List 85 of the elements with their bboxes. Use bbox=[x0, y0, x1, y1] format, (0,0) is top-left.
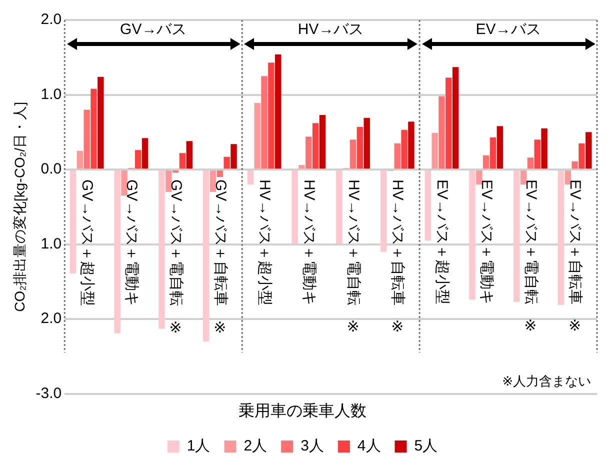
bar bbox=[312, 123, 319, 169]
bar bbox=[490, 137, 496, 169]
bar bbox=[356, 126, 364, 169]
annotation: ※人力含まない bbox=[502, 373, 591, 388]
x-tick-label: HV→バス＋自転車 ※ bbox=[389, 180, 406, 336]
x-tick-label: GV→バス＋電動キ bbox=[123, 180, 140, 306]
legend-label: 1人 bbox=[186, 438, 210, 455]
y-tick-label: 1.0 bbox=[40, 86, 62, 103]
bar bbox=[275, 54, 282, 169]
bar bbox=[247, 170, 254, 184]
bar bbox=[452, 67, 459, 169]
bar bbox=[350, 140, 356, 169]
legend-label: 4人 bbox=[357, 438, 381, 455]
bar bbox=[319, 114, 326, 169]
y-tick-label: 0.0 bbox=[40, 160, 62, 178]
bar bbox=[179, 153, 186, 169]
bar bbox=[558, 170, 564, 305]
annotation: EV→バス bbox=[476, 21, 541, 38]
y-tick-label: 2.0 bbox=[40, 310, 62, 328]
bar bbox=[254, 102, 260, 169]
bar bbox=[520, 170, 527, 184]
bar bbox=[527, 158, 534, 169]
x-tick-label: HV→バス＋電動キ bbox=[300, 180, 318, 306]
bar bbox=[166, 170, 172, 192]
x-tick-label: HV→バス＋電自転 ※ bbox=[344, 180, 362, 336]
bar bbox=[424, 170, 432, 241]
x-tick-label: GV→バス＋自転車 ※ bbox=[212, 180, 229, 336]
x-tick-label: HV→バス＋超小型 bbox=[256, 180, 274, 306]
bar bbox=[578, 143, 585, 169]
bar bbox=[158, 170, 165, 329]
y-axis-title: CO₂排出量の変化[kg-CO₂/日・人] bbox=[11, 102, 28, 312]
bar bbox=[496, 126, 504, 169]
annotation: HV→バス bbox=[298, 21, 364, 38]
bar bbox=[298, 165, 305, 169]
legend-title: 乗用車の乗車人数 bbox=[238, 402, 366, 420]
bar bbox=[446, 78, 452, 169]
y-tick-label: -3.0 bbox=[36, 384, 62, 402]
bar bbox=[541, 128, 548, 169]
bar bbox=[476, 170, 482, 184]
bar bbox=[202, 170, 210, 342]
bar bbox=[224, 156, 230, 169]
bar bbox=[261, 76, 268, 169]
bar bbox=[432, 132, 438, 169]
bar bbox=[394, 143, 400, 169]
y-tick-label: 2.0 bbox=[40, 11, 62, 28]
bar bbox=[142, 138, 148, 169]
bar bbox=[186, 141, 193, 169]
bar bbox=[292, 170, 298, 244]
bar bbox=[482, 155, 490, 169]
bar bbox=[336, 170, 342, 244]
legend-label: 2人 bbox=[244, 438, 268, 455]
bar bbox=[76, 150, 84, 169]
x-tick-label: EV→バス＋電動キ bbox=[478, 180, 495, 305]
annotation: GV→バス bbox=[120, 21, 187, 38]
bar bbox=[84, 110, 90, 169]
bar bbox=[380, 170, 387, 252]
bar bbox=[564, 170, 572, 184]
bar bbox=[586, 132, 592, 169]
bar bbox=[438, 96, 445, 169]
legend-label: 3人 bbox=[300, 438, 324, 455]
x-tick-label: GV→バス＋超小型 bbox=[78, 180, 96, 306]
bar bbox=[572, 161, 578, 169]
x-tick-label: EV→バス＋電自転 ※ bbox=[522, 180, 540, 335]
bar bbox=[268, 62, 274, 169]
bar bbox=[230, 144, 237, 169]
bar bbox=[121, 170, 128, 196]
bar bbox=[408, 122, 414, 169]
bar bbox=[514, 170, 520, 302]
bar bbox=[401, 130, 408, 169]
bar bbox=[534, 140, 540, 169]
bar bbox=[469, 170, 476, 300]
y-tick-label: 1.0 bbox=[40, 235, 62, 252]
bar bbox=[306, 136, 312, 169]
legend-label: 5人 bbox=[414, 438, 438, 455]
bar bbox=[364, 118, 370, 169]
bar bbox=[70, 170, 76, 274]
bar bbox=[135, 150, 142, 169]
x-tick-label: GV→バス＋電自転 ※ bbox=[167, 180, 184, 336]
x-tick-label: EV→バス＋超小型 bbox=[434, 180, 451, 305]
bar bbox=[114, 170, 120, 334]
x-tick-label: EV→バス＋自転車 ※ bbox=[566, 180, 584, 335]
bar bbox=[90, 88, 97, 169]
bar bbox=[210, 170, 216, 192]
bar bbox=[98, 76, 104, 169]
bar bbox=[216, 170, 224, 177]
